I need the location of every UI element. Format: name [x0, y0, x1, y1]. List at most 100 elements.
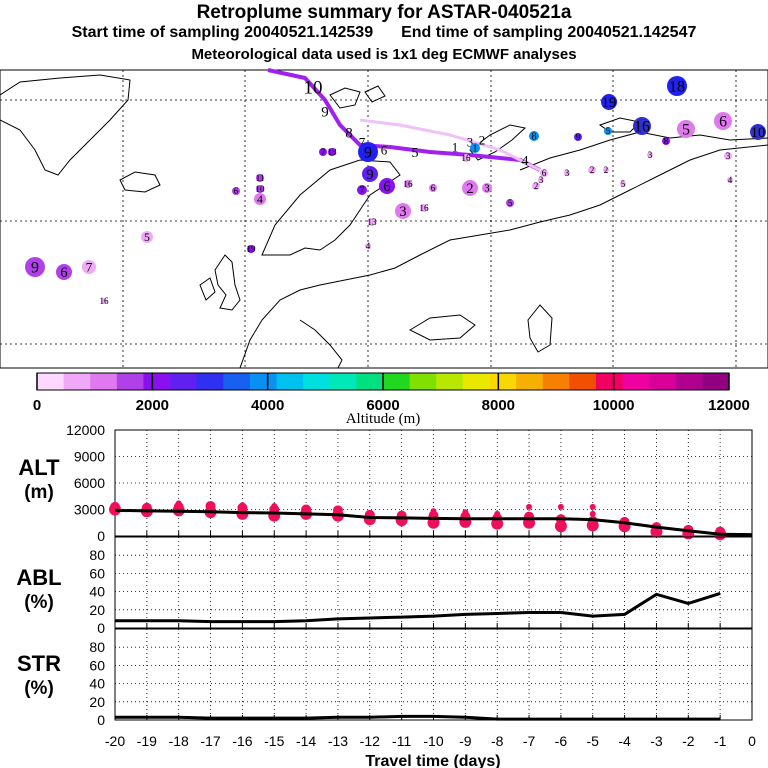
- cluster-marker-label: 7: [359, 186, 364, 197]
- colorbar-cell: [356, 373, 384, 390]
- panel-frame: [114, 628, 753, 721]
- colorbar-cell: [675, 373, 703, 390]
- cluster-marker-label: 6: [60, 265, 67, 281]
- cluster-marker: [662, 137, 670, 145]
- x-axis-title: Travel time (days): [365, 753, 500, 768]
- cluster-marker: [677, 120, 695, 138]
- cluster-marker-label: 2: [590, 165, 595, 175]
- cluster-marker: [667, 76, 687, 96]
- y-tick-label: 0: [97, 620, 105, 636]
- cluster-marker: [714, 112, 732, 130]
- y-tick-label: 0: [97, 712, 105, 728]
- colorbar-tick-label: 12000: [708, 397, 750, 414]
- colorbar-tick-label: 6000: [366, 397, 399, 414]
- cluster-marker-label: 13: [367, 217, 377, 227]
- x-tick-label: -19: [137, 733, 157, 749]
- cluster-marker-label: 5: [508, 198, 513, 208]
- x-tick-label: -5: [587, 733, 600, 749]
- cluster-marker: [604, 127, 612, 135]
- cluster-marker: [420, 204, 428, 212]
- colorbar-cell: [223, 373, 251, 390]
- series-line-str: [115, 714, 721, 721]
- altitude-cluster-point: [462, 509, 469, 516]
- y-tick-label: 12000: [66, 422, 105, 438]
- colorbar-cell: [37, 373, 65, 390]
- abl-panel-label: ABL (%): [16, 565, 62, 613]
- y-tick-label: 60: [89, 565, 105, 581]
- colorbar-cell: [622, 373, 650, 390]
- cluster-marker-label: 13: [327, 147, 337, 157]
- cluster-marker: [141, 231, 153, 243]
- cluster-marker: [25, 257, 45, 277]
- cluster-marker-label: 7: [86, 260, 93, 275]
- cluster-marker-label: 3: [399, 204, 406, 220]
- altitude-cluster-point: [207, 501, 214, 508]
- cluster-marker-label: 4: [257, 192, 263, 206]
- cluster-marker-label: 5: [606, 126, 611, 136]
- cluster-marker: [462, 154, 470, 162]
- trajectory-day-marker-label: 5: [412, 146, 419, 161]
- time-series-panels: 120009000600030000806040200806040200-20-…: [66, 422, 756, 768]
- cluster-marker-label: 8: [531, 132, 536, 143]
- trajectory-day-marker-label: 4: [522, 154, 529, 169]
- cluster-marker-label: 4: [728, 175, 733, 185]
- x-tick-label: -14: [296, 733, 316, 749]
- x-tick-label: -4: [618, 733, 631, 749]
- colorbar-cell: [196, 373, 224, 390]
- cluster-marker: [256, 174, 264, 182]
- cluster-marker: [82, 260, 96, 274]
- altitude-cluster-point: [430, 508, 437, 515]
- cluster-marker: [506, 199, 514, 207]
- colorbar-cell: [249, 373, 278, 390]
- cluster-marker: [247, 245, 255, 253]
- y-tick-label: 40: [89, 676, 105, 692]
- trajectory-day-marker-label: 9: [321, 104, 329, 120]
- cluster-marker-label: 9: [31, 260, 39, 277]
- cluster-marker-label: 19: [246, 244, 256, 254]
- y-tick-label: 20: [89, 694, 105, 710]
- series-line-abl: [115, 591, 721, 624]
- cluster-marker: [750, 124, 766, 140]
- colorbar-cell: [409, 373, 437, 390]
- cluster-marker-label: 2: [534, 181, 539, 191]
- x-tick-label: -16: [232, 733, 252, 749]
- cluster-marker-label: 19: [602, 95, 616, 111]
- x-tick-label: 0: [748, 733, 756, 749]
- colorbar-cell: [649, 373, 677, 390]
- x-tick-label: -13: [328, 733, 348, 749]
- colorbar-cell: [90, 373, 118, 390]
- cluster-marker-label: 18: [669, 79, 685, 96]
- altitude-colorbar: 0 2000 4000 6000 8000 10000 12000 Altitude (m): [33, 372, 750, 427]
- sampling-time-line: Start time of sampling 20040521.142539 En…: [0, 24, 768, 42]
- altitude-cluster-point: [589, 503, 596, 510]
- str-panel-label: STR (%): [17, 651, 61, 699]
- cluster-marker-label: 3: [565, 168, 570, 178]
- cluster-marker: [564, 170, 570, 176]
- y-tick-label: 60: [89, 657, 105, 673]
- cluster-marker: [727, 177, 733, 183]
- cluster-marker: [540, 169, 548, 177]
- alt-panel-label: ALT (m): [18, 455, 60, 503]
- cluster-marker-label: 8: [664, 136, 669, 146]
- y-tick-label: 0: [97, 528, 105, 544]
- x-tick-label: -2: [682, 733, 695, 749]
- y-tick-label: 6000: [74, 475, 105, 491]
- cluster-marker-label: 3: [648, 150, 653, 160]
- y-tick-label: 9000: [74, 449, 105, 465]
- trajectory-day-marker-label: 2: [479, 133, 486, 148]
- x-tick-label: -10: [423, 733, 443, 749]
- cluster-marker: [404, 180, 412, 188]
- colorbar-cell: [489, 373, 517, 390]
- cluster-marker: [365, 243, 371, 249]
- end-time-label: End time of sampling 20040521.142547: [401, 24, 697, 41]
- altitude-cluster-point: [554, 520, 567, 533]
- cluster-marker-label: 2: [604, 165, 609, 175]
- cluster-marker: [620, 181, 626, 187]
- cluster-marker: [724, 152, 732, 160]
- cluster-marker: [603, 167, 609, 173]
- colorbar-tick-label: 0: [33, 397, 41, 414]
- trajectory-day-marker-label: 8: [345, 125, 353, 141]
